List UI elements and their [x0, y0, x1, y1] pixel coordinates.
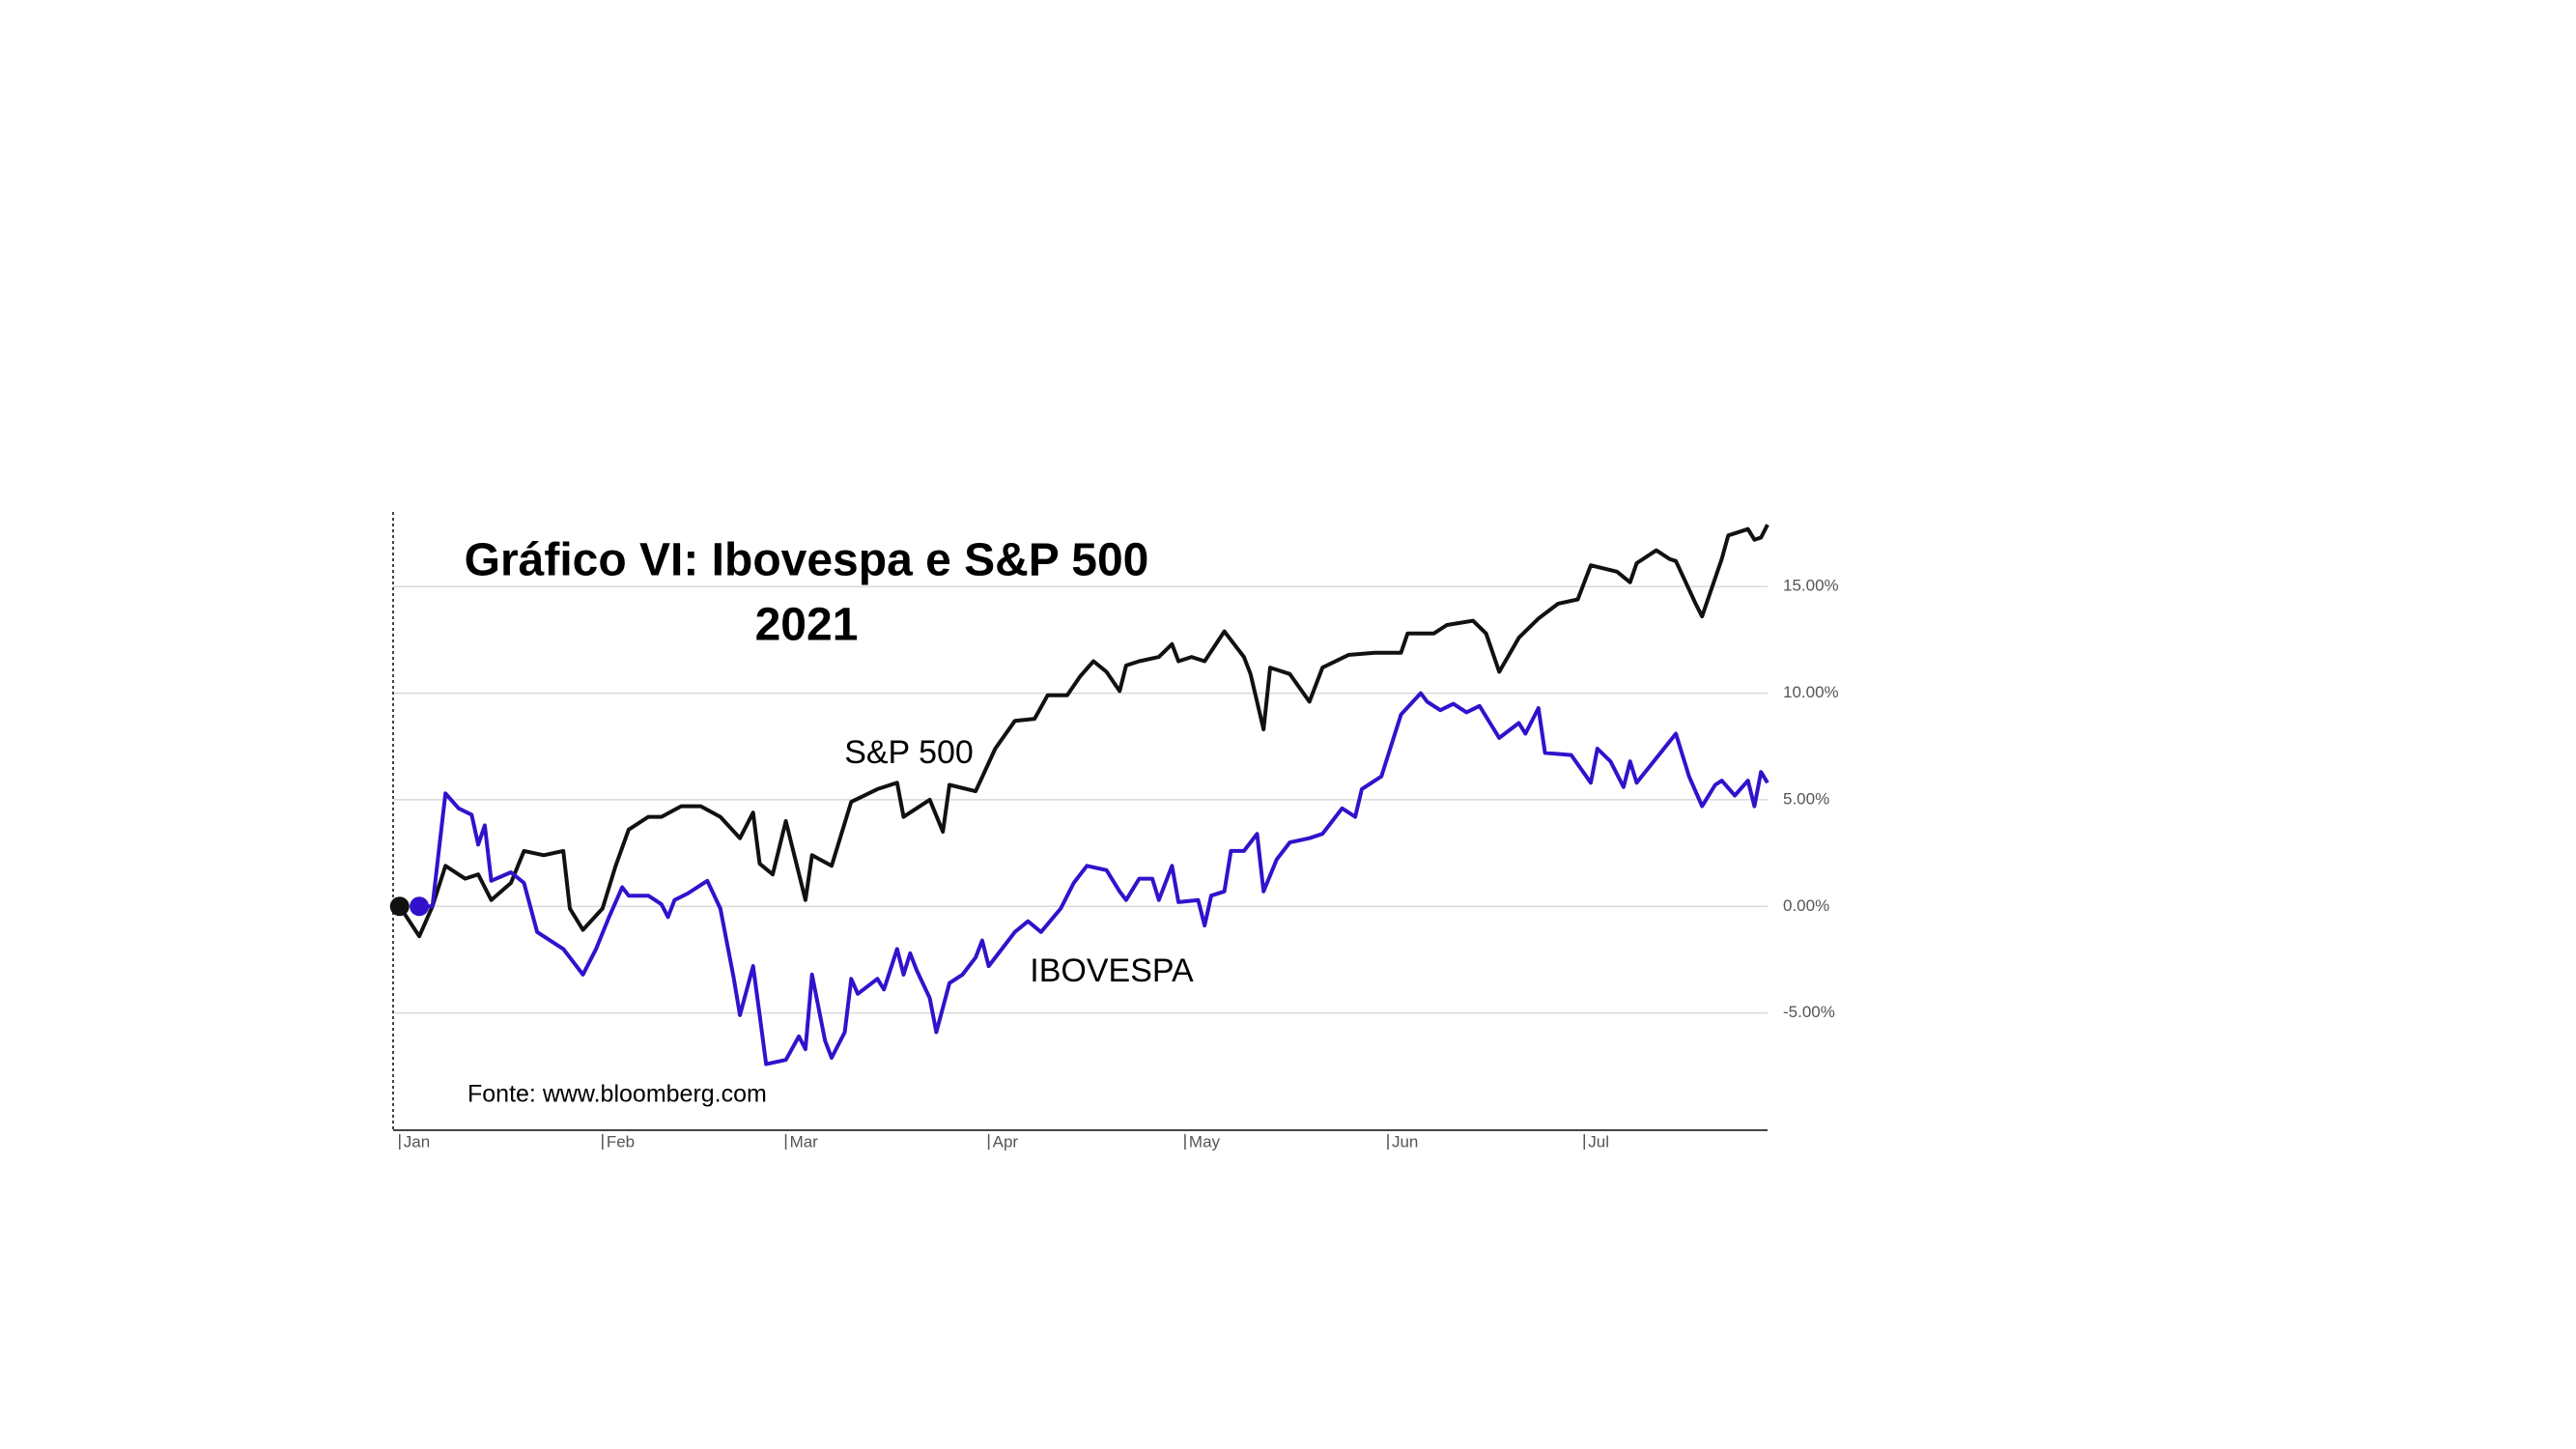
chart-subtitle: 2021: [755, 600, 859, 651]
y-tick-label: 0.00%: [1783, 896, 1829, 915]
x-tick-label: Apr: [993, 1132, 1019, 1151]
series-start-marker: [389, 896, 410, 917]
x-tick-label: Jul: [1588, 1132, 1609, 1151]
y-tick-label: 10.00%: [1783, 683, 1839, 701]
x-tick-label: May: [1189, 1132, 1221, 1151]
series-label: S&P 500: [844, 734, 974, 771]
series-line: [419, 691, 1769, 1066]
series-start-marker: [410, 896, 430, 917]
chart-title: Gráfico VI: Ibovespa e S&P 500: [465, 535, 1149, 586]
series-line: [398, 524, 1769, 939]
x-tick-label: Mar: [790, 1132, 819, 1151]
source-note: Fonte: www.bloomberg.com: [467, 1081, 767, 1108]
y-tick-label: 5.00%: [1783, 789, 1829, 808]
x-tick-label: Jan: [404, 1132, 430, 1151]
x-tick-label: Jun: [1392, 1132, 1418, 1151]
x-tick-label: Feb: [607, 1132, 635, 1151]
y-tick-label: 15.00%: [1783, 577, 1839, 595]
y-tick-label: -5.00%: [1783, 1003, 1835, 1021]
series-label: IBOVESPA: [1030, 952, 1194, 989]
